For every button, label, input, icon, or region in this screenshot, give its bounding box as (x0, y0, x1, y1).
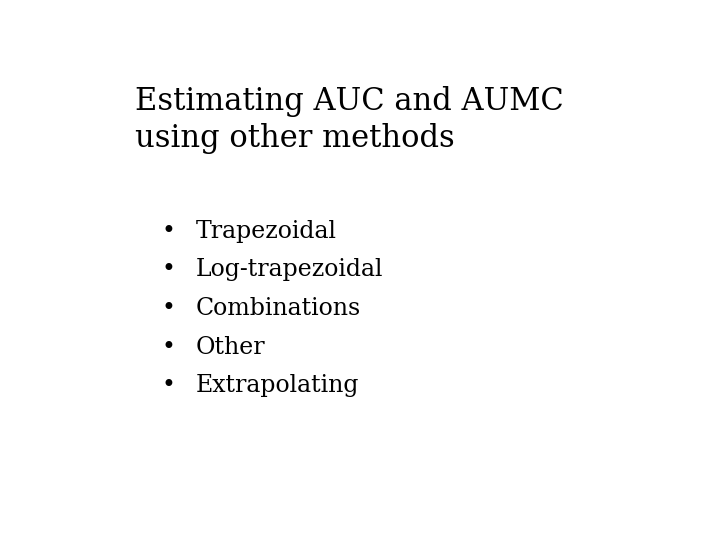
Text: Estimating AUC and AUMC
using other methods: Estimating AUC and AUMC using other meth… (135, 85, 563, 153)
Text: •: • (161, 374, 175, 397)
Text: •: • (161, 336, 175, 359)
Text: •: • (161, 220, 175, 242)
Text: •: • (161, 258, 175, 281)
Text: Trapezoidal: Trapezoidal (196, 220, 337, 242)
Text: Combinations: Combinations (196, 297, 361, 320)
Text: •: • (161, 297, 175, 320)
Text: Extrapolating: Extrapolating (196, 374, 359, 397)
Text: Log-trapezoidal: Log-trapezoidal (196, 258, 384, 281)
Text: Other: Other (196, 336, 266, 359)
